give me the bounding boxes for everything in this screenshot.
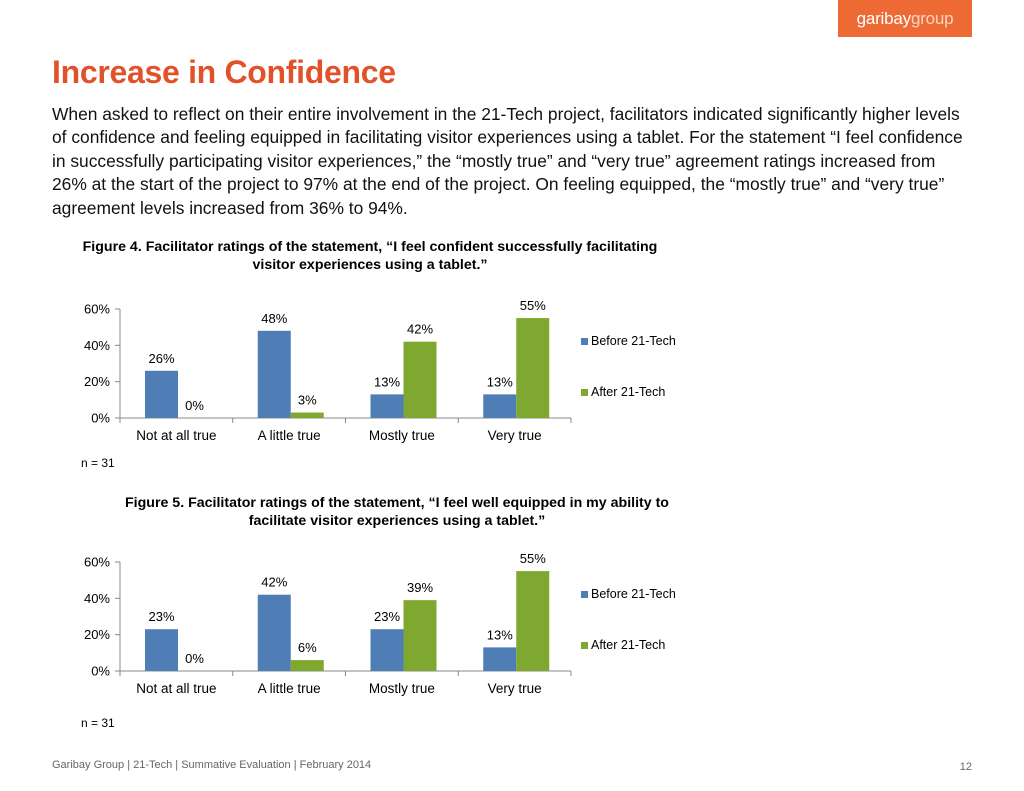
- company-logo: garibay group: [838, 0, 972, 37]
- legend-label: Before 21-Tech: [591, 587, 676, 601]
- data-label: 42%: [261, 575, 287, 590]
- x-tick-label: Not at all true: [136, 428, 216, 443]
- bar-before: [483, 647, 517, 671]
- figure-5-title: Figure 5. Facilitator ratings of the sta…: [125, 495, 669, 529]
- figure-4-sample-size: n = 31: [81, 456, 115, 470]
- logo-text-secondary: group: [910, 8, 954, 28]
- intro-paragraph: When asked to reflect on their entire in…: [52, 104, 963, 218]
- x-tick-label: Mostly true: [369, 681, 435, 696]
- bar-before: [483, 394, 517, 418]
- legend-label: Before 21-Tech: [591, 334, 676, 348]
- bar-after: [403, 600, 437, 671]
- data-label: 48%: [261, 311, 287, 326]
- bar-after: [516, 318, 550, 418]
- data-label: 0%: [185, 651, 204, 666]
- bar-after: [516, 571, 550, 671]
- figure-5-sample-size: n = 31: [81, 716, 115, 730]
- page-number: 12: [959, 761, 972, 773]
- data-label: 55%: [520, 551, 546, 566]
- data-label: 3%: [298, 393, 317, 408]
- y-tick-label: 60%: [84, 555, 110, 570]
- bar-before: [145, 370, 178, 418]
- figure-4-title: Figure 4. Facilitator ratings of the sta…: [82, 239, 658, 273]
- bar-after: [290, 660, 324, 671]
- figure-4-chart: 0% 20% 40% 60% 26% 0% Not at all true 48% 3% A li…: [84, 298, 676, 443]
- x-tick-label: Very true: [488, 428, 542, 443]
- y-tick-label: 40%: [84, 338, 110, 353]
- data-label: 13%: [374, 374, 400, 389]
- y-tick-label: 0%: [91, 664, 110, 679]
- data-label: 13%: [487, 627, 513, 642]
- bar-before: [145, 629, 178, 671]
- y-tick-label: 0%: [91, 411, 110, 426]
- x-tick-label: A little true: [258, 681, 321, 696]
- bar-before: [257, 594, 291, 671]
- page-title: Increase in Confidence: [52, 54, 396, 90]
- data-label: 26%: [148, 351, 174, 366]
- x-tick-label: Not at all true: [136, 681, 216, 696]
- bar-before: [257, 330, 291, 418]
- data-label: 13%: [487, 374, 513, 389]
- legend-swatch-after: [581, 389, 588, 396]
- data-label: 42%: [407, 322, 433, 337]
- y-tick-label: 20%: [84, 374, 110, 389]
- data-label: 55%: [520, 298, 546, 313]
- legend-swatch-before: [581, 338, 588, 345]
- x-tick-label: A little true: [258, 428, 321, 443]
- x-tick-label: Very true: [488, 681, 542, 696]
- legend-label: After 21-Tech: [591, 638, 665, 652]
- x-tick-label: Mostly true: [369, 428, 435, 443]
- bar-before: [370, 629, 404, 671]
- bar-after: [290, 412, 324, 418]
- bar-after: [403, 341, 437, 418]
- footer-text: Garibay Group | 21-Tech | Summative Eval…: [52, 759, 372, 771]
- y-tick-label: 40%: [84, 591, 110, 606]
- y-tick-label: 20%: [84, 627, 110, 642]
- y-tick-label: 60%: [84, 302, 110, 317]
- legend-swatch-after: [581, 642, 588, 649]
- logo-text-primary: garibay: [856, 8, 912, 28]
- data-label: 6%: [298, 640, 317, 655]
- legend-swatch-before: [581, 591, 588, 598]
- data-label: 39%: [407, 580, 433, 595]
- legend-label: After 21-Tech: [591, 385, 665, 399]
- figure-5-chart: 0% 20% 40% 60% 23% 0% Not at all true 42% 6% A li…: [84, 551, 676, 696]
- data-label: 23%: [374, 609, 400, 624]
- data-label: 0%: [185, 398, 204, 413]
- data-label: 23%: [148, 609, 174, 624]
- bar-before: [370, 394, 404, 418]
